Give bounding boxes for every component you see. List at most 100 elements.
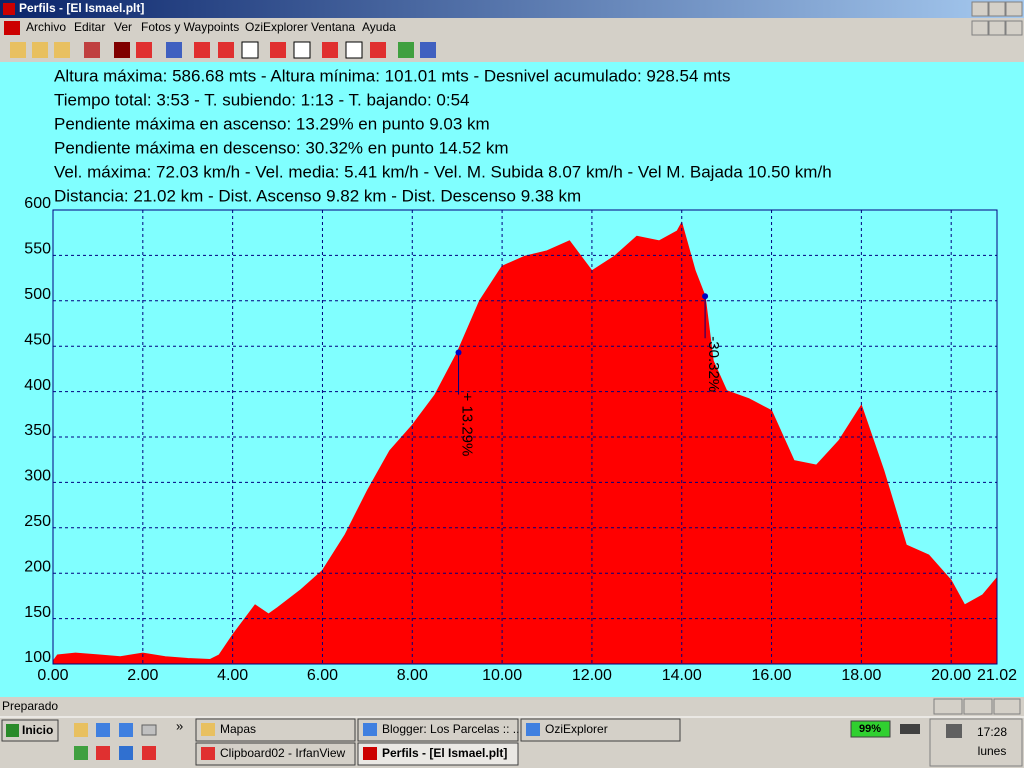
task-button[interactable] (520, 718, 681, 742)
task-button[interactable] (195, 718, 356, 742)
x-tick-label: 16.00 (752, 667, 792, 684)
annotation-marker (455, 349, 462, 356)
x-tick-label: 18.00 (841, 667, 881, 684)
stat-line: Altura máxima: 586.68 mts - Altura mínim… (54, 66, 731, 85)
menu-item[interactable]: OziExplorer (245, 20, 308, 34)
minimize-button[interactable] (971, 1, 989, 17)
toolbar-button[interactable] (32, 42, 48, 58)
clock-day: lunes (978, 744, 1007, 758)
battery-label: 99% (859, 723, 881, 735)
x-tick-label: 20.00 (931, 667, 971, 684)
quick-launch-icon[interactable] (74, 723, 88, 737)
toolbar-buttons (10, 41, 436, 59)
task-icon (201, 747, 215, 760)
y-tick-label: 450 (24, 331, 51, 348)
toolbar-button[interactable] (241, 41, 259, 59)
x-tick-label: 0.00 (37, 667, 68, 684)
toolbar-button[interactable] (398, 42, 414, 58)
menu-item[interactable]: Editar (74, 20, 105, 34)
quick-launch-icon[interactable] (141, 724, 157, 736)
title-bar (0, 0, 1024, 18)
task-icon (201, 723, 215, 736)
stat-line: Pendiente máxima en ascenso: 13.29% en p… (54, 114, 490, 133)
status-pane (993, 698, 1021, 715)
x-tick-label: 14.00 (662, 667, 702, 684)
start-label: Inicio (22, 723, 53, 737)
quick-launch-icon[interactable] (96, 746, 110, 760)
task-label: Blogger: Los Parcelas :: ... (382, 722, 523, 736)
toolbar-button[interactable] (420, 42, 436, 58)
status-pane (963, 698, 993, 715)
status-text: Preparado (2, 699, 58, 713)
toolbar-button[interactable] (136, 42, 152, 58)
menu-item[interactable]: Ver (114, 20, 132, 34)
y-tick-label: 250 (24, 513, 51, 530)
x-tick-label: 6.00 (307, 667, 338, 684)
window-controls (971, 1, 1023, 17)
start-logo (6, 724, 19, 737)
stat-line: Tiempo total: 3:53 - T. subiendo: 1:13 -… (54, 90, 470, 109)
child-minimize[interactable] (971, 20, 989, 36)
status-bar (0, 697, 1024, 716)
toolbar-button[interactable] (293, 41, 311, 59)
task-icon (526, 723, 540, 736)
quick-launch-icon[interactable] (119, 723, 133, 737)
x-tick-label: 21.02 (977, 667, 1017, 684)
toolbar-button[interactable] (166, 42, 182, 58)
toolbar-button[interactable] (370, 42, 386, 58)
x-tick-label: 10.00 (482, 667, 522, 684)
stats: Altura máxima: 586.68 mts - Altura mínim… (54, 66, 832, 205)
child-close[interactable] (1005, 20, 1023, 36)
task-button-active[interactable] (357, 742, 519, 766)
y-tick-label: 600 (24, 195, 51, 212)
y-tick-label: 200 (24, 558, 51, 575)
task-button[interactable] (357, 718, 519, 742)
y-tick-label: 300 (24, 468, 51, 485)
close-button[interactable] (1005, 1, 1023, 17)
quick-launch-icon[interactable] (74, 746, 88, 760)
toolbar-button[interactable] (54, 42, 70, 58)
status-pane (933, 698, 963, 715)
toolbar-button[interactable] (218, 42, 234, 58)
task-label: Perfils - [El Ismael.plt] (382, 746, 507, 760)
toolbar-button[interactable] (345, 41, 363, 59)
menu-item[interactable]: Fotos y Waypoints (141, 20, 239, 34)
x-tick-label: 12.00 (572, 667, 612, 684)
toolbar-button[interactable] (10, 42, 26, 58)
menu-item[interactable]: Ayuda (362, 20, 396, 34)
toolbar-button[interactable] (84, 42, 100, 58)
y-tick-label: 400 (24, 377, 51, 394)
annotation-label: -30.32% (705, 336, 722, 392)
menu-bar (0, 18, 1024, 38)
menu-item[interactable]: Archivo (26, 20, 66, 34)
y-tick-label: 100 (24, 649, 51, 666)
maximize-button[interactable] (988, 1, 1006, 17)
task-icon (363, 723, 377, 736)
window-title: Perfils - [El Ismael.plt] (19, 1, 144, 15)
battery-indicator[interactable] (850, 720, 891, 738)
quick-launch-icon[interactable] (142, 746, 156, 760)
x-tick-label: 8.00 (397, 667, 428, 684)
toolbar-button[interactable] (114, 42, 130, 58)
toolbar-button[interactable] (194, 42, 210, 58)
quick-launch-icon[interactable] (119, 746, 133, 760)
y-tick-label: 550 (24, 241, 51, 258)
x-tick-label: 4.00 (217, 667, 248, 684)
task-label: Clipboard02 - IrfanView (220, 746, 346, 760)
y-tick-label: 500 (24, 286, 51, 303)
y-tick-label: 350 (24, 422, 51, 439)
clock-time: 17:28 (977, 725, 1007, 739)
child-restore[interactable] (988, 20, 1006, 36)
tray-icon[interactable] (946, 724, 962, 738)
menu-item[interactable]: Ventana (311, 20, 355, 34)
toolbar (0, 38, 1024, 62)
quick-launch-icon[interactable] (96, 723, 110, 737)
task-label: OziExplorer (545, 722, 608, 736)
task-button[interactable] (195, 742, 356, 766)
toolbar-button[interactable] (270, 42, 286, 58)
more-chevron[interactable]: » (176, 718, 183, 733)
toolbar-button[interactable] (322, 42, 338, 58)
elevation-area (52, 221, 998, 665)
app-icon (3, 3, 15, 15)
